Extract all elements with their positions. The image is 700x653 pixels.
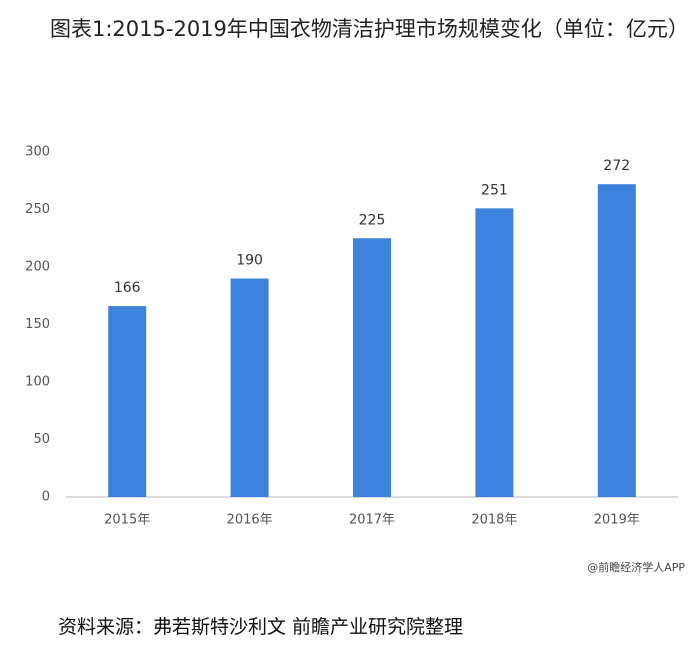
- y-tick-label: 200: [25, 260, 50, 275]
- bar: [353, 238, 391, 497]
- value-label: 272: [603, 158, 630, 174]
- bar: [597, 184, 636, 497]
- value-label: 190: [236, 253, 263, 269]
- x-tick-label: 2019年: [594, 513, 640, 528]
- y-tick-label: 150: [25, 317, 50, 332]
- y-tick-label: 250: [25, 202, 50, 217]
- y-tick-label: 100: [25, 375, 50, 390]
- value-label: 225: [359, 212, 386, 228]
- x-tick-label: 2017年: [349, 513, 395, 528]
- x-tick-label: 2016年: [227, 513, 273, 528]
- y-tick-label: 0: [42, 490, 50, 505]
- y-tick-label: 300: [25, 145, 50, 160]
- bar: [230, 278, 269, 497]
- source-note: 资料来源：弗若斯特沙利文 前瞻产业研究院整理: [58, 616, 464, 638]
- x-tick-label: 2018年: [471, 513, 517, 528]
- y-tick-label: 50: [33, 432, 50, 447]
- value-label: 251: [481, 182, 508, 198]
- credit: @前瞻经济学人APP: [587, 560, 685, 574]
- bar: [475, 208, 514, 497]
- value-label: 166: [114, 280, 141, 296]
- x-tick-label: 2015年: [104, 513, 150, 528]
- chart-title: 图表1:2015-2019年中国衣物清洁护理市场规模变化（单位：亿元）: [50, 17, 689, 41]
- bar: [108, 306, 147, 497]
